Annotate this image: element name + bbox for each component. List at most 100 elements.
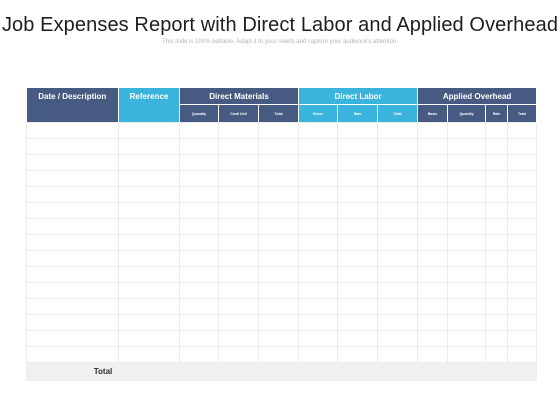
- table-cell[interactable]: [218, 218, 259, 235]
- table-cell[interactable]: [257, 282, 300, 299]
- table-cell[interactable]: [26, 266, 119, 283]
- table-cell[interactable]: [337, 234, 379, 251]
- table-cell[interactable]: [417, 314, 449, 331]
- table-cell[interactable]: [337, 122, 379, 139]
- table-cell[interactable]: [26, 330, 119, 347]
- table-cell[interactable]: [298, 330, 339, 347]
- table-cell[interactable]: [447, 250, 487, 267]
- table-cell[interactable]: [507, 330, 538, 347]
- table-cell[interactable]: [218, 346, 259, 363]
- table-cell[interactable]: [417, 202, 449, 219]
- table-cell[interactable]: [447, 170, 487, 187]
- table-cell[interactable]: [298, 170, 339, 187]
- table-cell[interactable]: [417, 234, 449, 251]
- table-cell[interactable]: [417, 154, 449, 171]
- table-cell[interactable]: [447, 330, 487, 347]
- table-cell[interactable]: [447, 298, 487, 315]
- table-cell[interactable]: [179, 234, 219, 251]
- table-cell[interactable]: [218, 314, 259, 331]
- table-cell[interactable]: [179, 186, 219, 203]
- table-cell[interactable]: [26, 122, 119, 139]
- table-cell[interactable]: [179, 298, 219, 315]
- table-cell[interactable]: [337, 314, 379, 331]
- table-cell[interactable]: [485, 266, 509, 283]
- table-cell[interactable]: [26, 298, 119, 315]
- table-cell[interactable]: [447, 314, 487, 331]
- table-cell[interactable]: [179, 346, 219, 363]
- table-cell[interactable]: [417, 266, 449, 283]
- table-cell[interactable]: [377, 202, 419, 219]
- table-cell[interactable]: [417, 170, 449, 187]
- table-cell[interactable]: [485, 138, 509, 155]
- table-cell[interactable]: [377, 234, 419, 251]
- table-cell[interactable]: [298, 154, 339, 171]
- table-cell[interactable]: [298, 202, 339, 219]
- table-cell[interactable]: [257, 266, 300, 283]
- table-cell[interactable]: [377, 218, 419, 235]
- table-cell[interactable]: [298, 298, 339, 315]
- table-cell[interactable]: [337, 282, 379, 299]
- table-cell[interactable]: [417, 218, 449, 235]
- table-cell[interactable]: [118, 266, 180, 283]
- table-cell[interactable]: [485, 154, 509, 171]
- table-cell[interactable]: [377, 282, 419, 299]
- table-cell[interactable]: [218, 170, 259, 187]
- table-cell[interactable]: [417, 346, 449, 363]
- table-cell[interactable]: [118, 346, 180, 363]
- table-cell[interactable]: [257, 202, 300, 219]
- table-cell[interactable]: [218, 138, 259, 155]
- table-cell[interactable]: [118, 298, 180, 315]
- table-cell[interactable]: [507, 154, 538, 171]
- table-cell[interactable]: [179, 218, 219, 235]
- table-cell[interactable]: [377, 250, 419, 267]
- table-cell[interactable]: [337, 346, 379, 363]
- table-cell[interactable]: [179, 138, 219, 155]
- table-cell[interactable]: [257, 170, 300, 187]
- table-cell[interactable]: [179, 250, 219, 267]
- table-cell[interactable]: [257, 314, 300, 331]
- table-cell[interactable]: [447, 154, 487, 171]
- table-cell[interactable]: [26, 170, 119, 187]
- table-cell[interactable]: [26, 218, 119, 235]
- table-cell[interactable]: [118, 186, 180, 203]
- table-cell[interactable]: [218, 122, 259, 139]
- table-cell[interactable]: [179, 282, 219, 299]
- table-cell[interactable]: [507, 170, 538, 187]
- table-cell[interactable]: [485, 186, 509, 203]
- table-cell[interactable]: [337, 138, 379, 155]
- table-cell[interactable]: [298, 218, 339, 235]
- table-cell[interactable]: [26, 234, 119, 251]
- table-cell[interactable]: [337, 250, 379, 267]
- table-cell[interactable]: [377, 298, 419, 315]
- table-cell[interactable]: [257, 154, 300, 171]
- table-cell[interactable]: [26, 314, 119, 331]
- table-cell[interactable]: [447, 138, 487, 155]
- table-cell[interactable]: [179, 202, 219, 219]
- table-cell[interactable]: [26, 250, 119, 267]
- table-cell[interactable]: [118, 330, 180, 347]
- table-cell[interactable]: [337, 170, 379, 187]
- table-cell[interactable]: [298, 186, 339, 203]
- table-cell[interactable]: [485, 202, 509, 219]
- table-cell[interactable]: [485, 346, 509, 363]
- table-cell[interactable]: [218, 266, 259, 283]
- table-cell[interactable]: [118, 250, 180, 267]
- table-cell[interactable]: [485, 218, 509, 235]
- table-cell[interactable]: [507, 202, 538, 219]
- table-cell[interactable]: [118, 138, 180, 155]
- table-cell[interactable]: [507, 218, 538, 235]
- table-cell[interactable]: [337, 266, 379, 283]
- table-cell[interactable]: [447, 202, 487, 219]
- table-cell[interactable]: [447, 186, 487, 203]
- table-cell[interactable]: [218, 202, 259, 219]
- table-cell[interactable]: [298, 346, 339, 363]
- table-cell[interactable]: [26, 186, 119, 203]
- table-cell[interactable]: [377, 314, 419, 331]
- table-cell[interactable]: [417, 298, 449, 315]
- table-cell[interactable]: [118, 314, 180, 331]
- table-cell[interactable]: [507, 122, 538, 139]
- table-cell[interactable]: [507, 186, 538, 203]
- table-cell[interactable]: [377, 122, 419, 139]
- table-cell[interactable]: [337, 202, 379, 219]
- table-cell[interactable]: [218, 186, 259, 203]
